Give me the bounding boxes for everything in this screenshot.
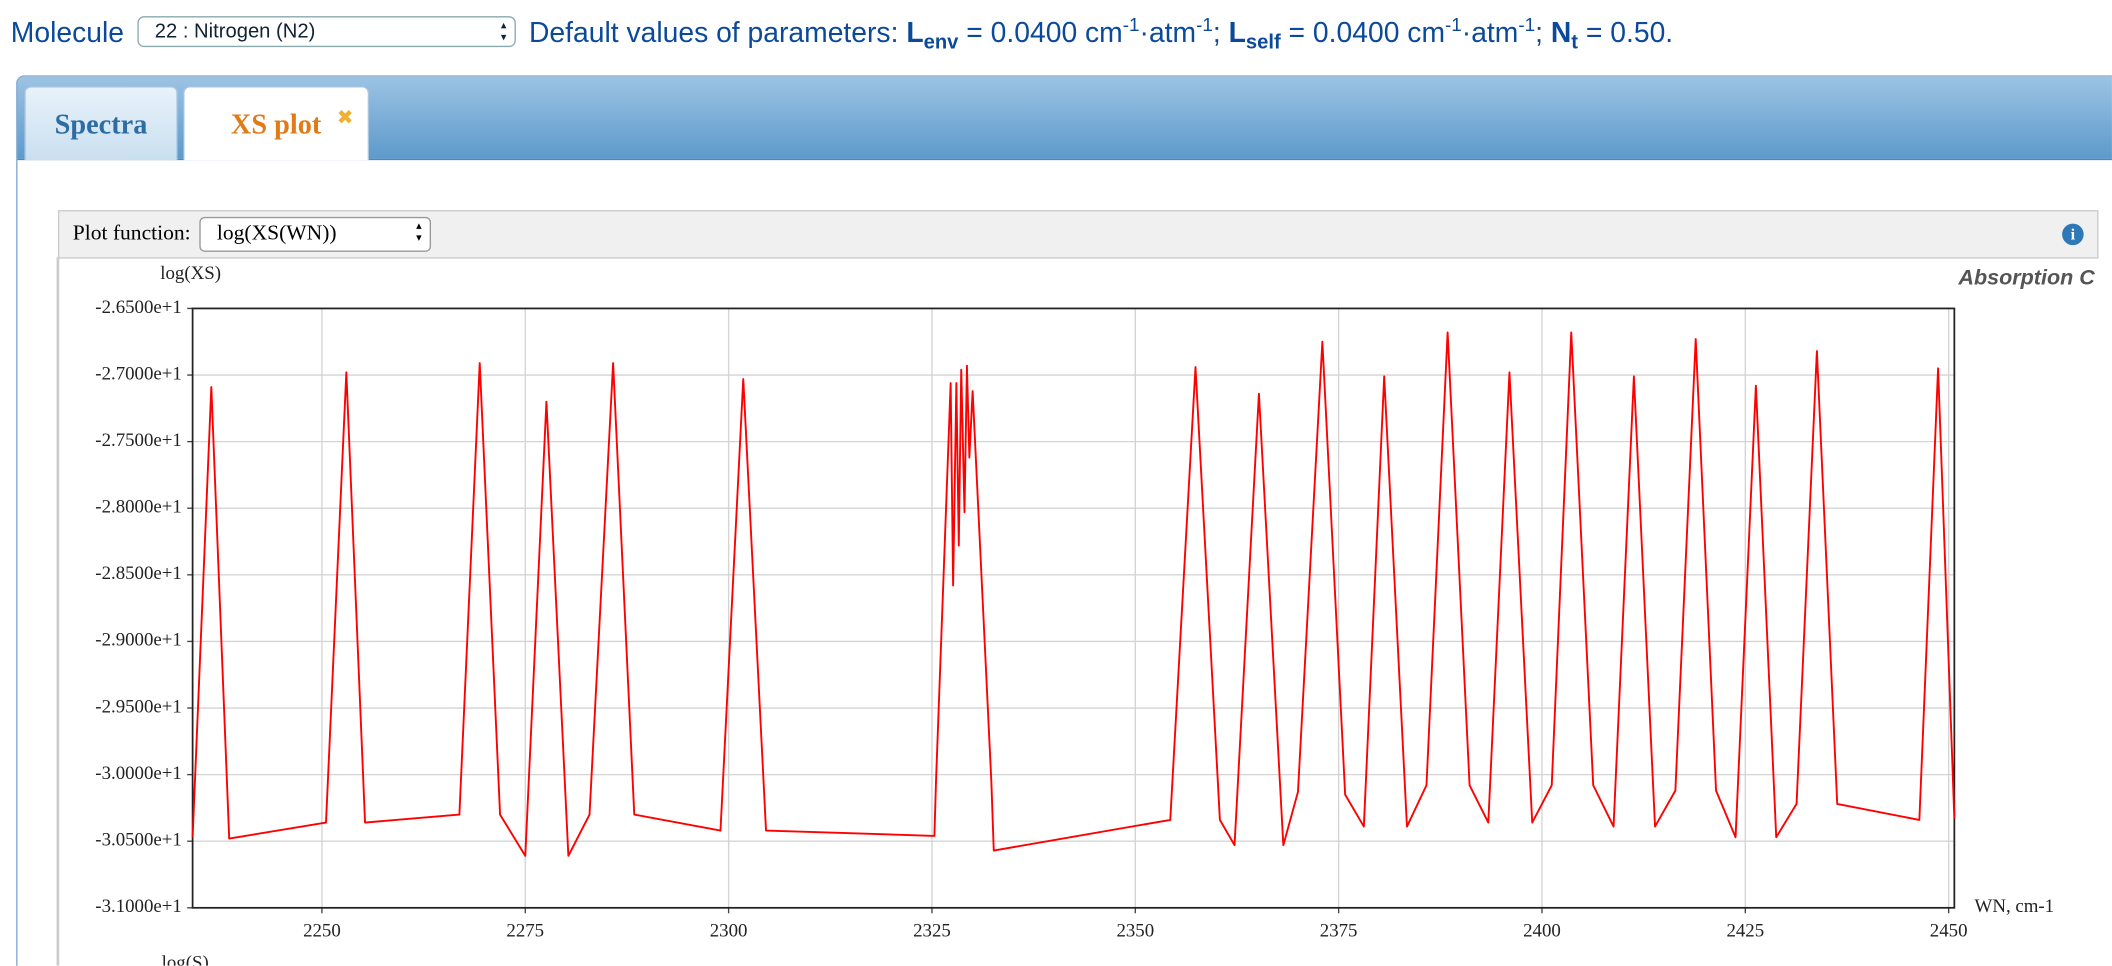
parameter-symbol: N [1550,17,1572,49]
parameter-text: = 0.0400 cm [958,17,1123,49]
info-icon[interactable]: i [2062,223,2084,246]
x-tick-label: 2375 [1320,920,1358,941]
x-tick-label: 2250 [303,920,341,941]
tab-active[interactable]: XS plot [183,86,370,161]
plot-function-bar: Plot function: log(XS(WN)) i [57,210,2099,259]
parameter-text2: ·atm [1139,17,1197,49]
parameter-symbol: L [906,17,924,49]
y-tick-label: -3.0000e+1 [95,763,182,784]
parameter-sup1: -1 [1445,13,1462,36]
parameter-end: ; [1535,17,1551,49]
parameter-text2: ·atm [1461,17,1519,49]
molecule-select[interactable]: 22 : Nitrogen (N2) [137,16,516,48]
y-tick-label: -2.9000e+1 [95,630,182,651]
x-axis-label: WN, cm-1 [1975,896,2055,917]
parameter-sup1: -1 [1122,13,1140,36]
y-tick-label: -2.6500e+1 [95,297,182,318]
parameter-sup2: -1 [1518,13,1536,36]
parameter-sup2: -1 [1196,13,1213,36]
y-tick-label: -2.9500e+1 [95,696,182,717]
parameter-text: = 0.50. [1578,17,1674,49]
y-tick-label: -2.8000e+1 [95,497,182,518]
parameter-sub: env [923,31,959,55]
y-tick-label: -2.7500e+1 [95,430,182,451]
tab-panel [16,75,2112,966]
close-tab-icon[interactable]: ✖ [336,106,354,130]
parameter-sub: t [1571,31,1579,55]
plot-function-label: Plot function: [72,222,191,246]
y-tick-label: -3.0500e+1 [95,830,182,851]
x-tick-label: 2300 [710,920,748,941]
parameter-end: ; [1212,17,1229,49]
header: Molecule 22 : Nitrogen (N2) Default valu… [11,13,1673,54]
parameter-sub: self [1245,31,1281,55]
x-tick-label: 2425 [1726,920,1764,941]
x-tick-label: 2350 [1116,920,1154,941]
parameters: Lenv = 0.0400 cm-1·atm-1; Lself = 0.0400… [906,13,1674,54]
next-chart-label: log(S) [162,953,209,966]
x-tick-label: 2450 [1930,920,1968,941]
y-tick-label: -3.1000e+1 [95,896,182,917]
y-tick-label: -2.7000e+1 [95,363,182,384]
parameter-text: = 0.0400 cm [1280,17,1446,49]
parameter-symbol: L [1228,17,1246,49]
parameters-intro: Default values of parameters: [528,17,899,49]
plot-function-select[interactable]: log(XS(WN)) [199,216,432,252]
y-axis-label: log(XS) [160,263,221,284]
data-line [191,331,1956,857]
chart-title: Absorption C [1957,264,2095,289]
tab[interactable]: Spectra [24,86,178,161]
plot-frame [191,307,1956,909]
molecule-label: Molecule [10,17,124,49]
x-tick-label: 2275 [506,920,544,941]
x-tick-label: 2400 [1523,920,1561,941]
y-tick-label: -2.8500e+1 [95,563,182,584]
x-tick-label: 2325 [913,920,951,941]
chart: -2.6500e+1 -2.7000e+1 -2.7500e+1 -2.8000e+1… [56,257,2095,966]
